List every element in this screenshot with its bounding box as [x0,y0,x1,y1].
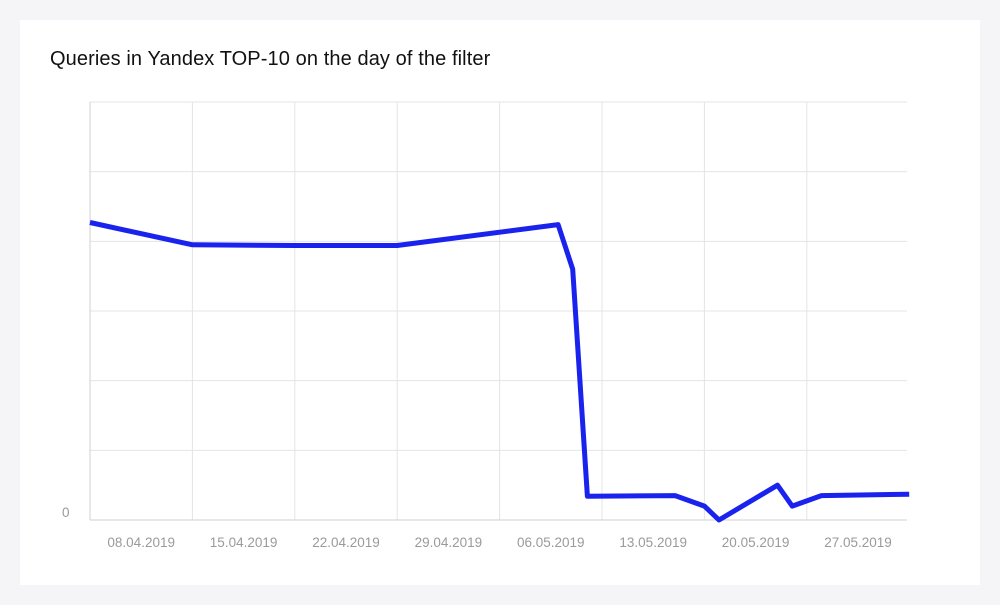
chart-title: Queries in Yandex TOP-10 on the day of t… [50,48,491,70]
y-tick-labels: 0 [62,505,70,520]
x-tick-label: 13.05.2019 [619,535,687,550]
x-tick-label: 08.04.2019 [107,535,175,550]
grid [89,101,907,520]
x-tick-labels: 08.04.2019 15.04.2019 22.04.2019 29.04.2019… [107,535,891,550]
y-tick-label: 0 [62,505,70,520]
series-layer [89,220,910,523]
x-tick-label: 27.05.2019 [824,535,892,550]
x-tick-label: 22.04.2019 [312,535,380,550]
x-tick-label: 20.05.2019 [722,535,790,550]
chart-card: Queries in Yandex TOP-10 on the day of t… [20,20,980,585]
x-tick-label: 29.04.2019 [415,535,483,550]
line-chart: 08.04.2019 15.04.2019 22.04.2019 29.04.2019… [62,101,910,550]
x-tick-label: 06.05.2019 [517,535,585,550]
series-line [89,220,910,523]
x-tick-label: 15.04.2019 [210,535,278,550]
